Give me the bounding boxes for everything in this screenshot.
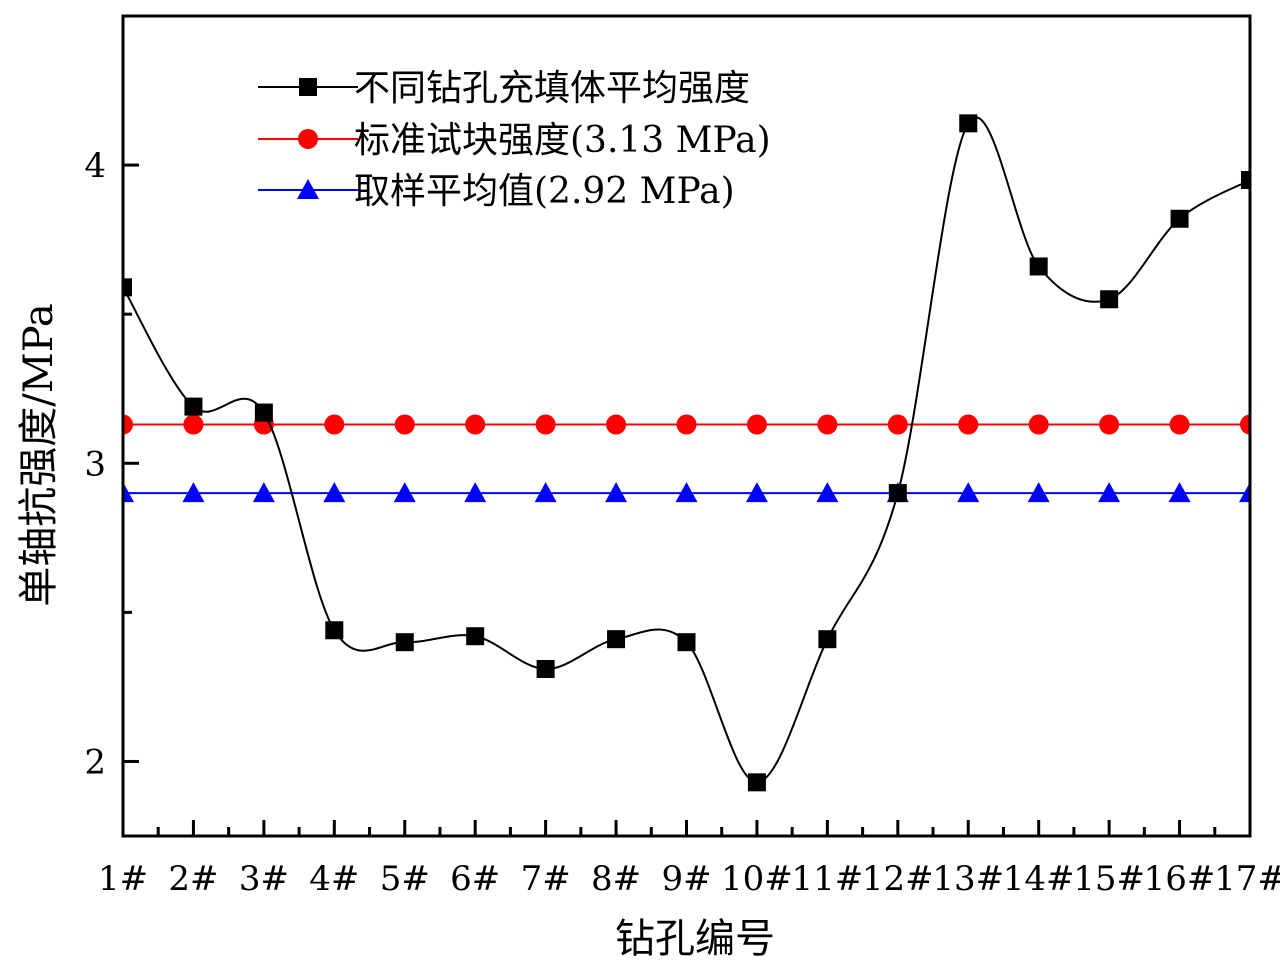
y-tick-label: 4 — [84, 146, 106, 186]
series-2-point-15 — [1099, 414, 1120, 435]
y-tick-label: 3 — [84, 444, 106, 484]
x-tick-label: 12# — [862, 859, 934, 899]
x-tick-label: 16# — [1144, 859, 1216, 899]
legend-label-2: 标准试块强度(3.13 MPa) — [354, 120, 771, 161]
series-1-point-4 — [325, 621, 344, 640]
series-1-point-12 — [888, 484, 907, 503]
series-1-point-3 — [254, 403, 273, 422]
y-tick-label: 2 — [84, 742, 106, 782]
series-1-point-14 — [1029, 257, 1048, 276]
series-1-line — [123, 116, 1250, 784]
series-1-point-17 — [1241, 171, 1250, 189]
plot-layer — [123, 114, 1250, 792]
series-2-point-8 — [606, 414, 627, 435]
series-2 — [123, 414, 1250, 435]
series-2-point-6 — [465, 414, 486, 435]
x-tick-label: 6# — [450, 859, 500, 899]
series-3-point-13 — [957, 482, 980, 503]
series-3-point-3 — [252, 482, 275, 503]
series-3-point-4 — [323, 482, 346, 503]
x-tick-label: 8# — [591, 859, 641, 899]
series-2-point-16 — [1169, 414, 1190, 435]
legend-item-2: 标准试块强度(3.13 MPa) — [258, 120, 771, 161]
series-1-point-10 — [747, 773, 766, 792]
x-tick-label: 9# — [661, 859, 711, 899]
series-1-point-8 — [607, 630, 626, 649]
legend-marker-1 — [299, 78, 317, 96]
series-3-point-2 — [182, 482, 205, 503]
series-1-point-9 — [677, 633, 696, 652]
series-3-point-7 — [534, 482, 557, 503]
series-1-point-13 — [959, 114, 978, 133]
series-3-point-11 — [816, 482, 839, 503]
series-2-point-4 — [324, 414, 345, 435]
axes-layer: 1# 2# 3# 4# 5# 6# 7# 8# 9# 10#11#12#13#14#15#16#1… — [84, 14, 1280, 899]
x-tick-label: 14# — [1003, 859, 1075, 899]
series-3-point-15 — [1098, 482, 1121, 503]
series-3-point-16 — [1168, 482, 1191, 503]
series-2-point-11 — [817, 414, 838, 435]
x-tick-label: 10# — [721, 859, 793, 899]
series-2-point-7 — [535, 414, 556, 435]
x-tick-label: 1# — [98, 859, 148, 899]
x-tick-label: 11# — [791, 859, 863, 899]
series-2-point-17 — [1240, 414, 1250, 435]
legend-label-1: 不同钻孔充填体平均强度 — [354, 68, 750, 109]
series-1-point-5 — [395, 633, 414, 652]
series-2-point-2 — [183, 414, 204, 435]
series-2-point-5 — [394, 414, 415, 435]
series-1-point-7 — [536, 660, 555, 679]
x-tick-label: 15# — [1073, 859, 1145, 899]
series-1-point-16 — [1170, 209, 1189, 228]
x-axis-title: 钻孔编号 — [615, 916, 775, 962]
series-3 — [123, 482, 1250, 503]
series-3-point-6 — [464, 482, 487, 503]
series-1-point-11 — [818, 630, 837, 649]
legend-marker-2 — [298, 129, 318, 149]
series-2-point-12 — [887, 414, 908, 435]
series-3-point-9 — [675, 482, 698, 503]
series-1-point-2 — [184, 397, 203, 416]
x-tick-label: 7# — [521, 859, 571, 899]
series-3-point-5 — [393, 482, 416, 503]
x-tick-label: 3# — [239, 859, 289, 899]
x-tick-label: 2# — [168, 859, 218, 899]
x-tick-label: 4# — [309, 859, 359, 899]
legend-label-3: 取样平均值(2.92 MPa) — [354, 171, 735, 212]
series-2-point-14 — [1028, 414, 1049, 435]
x-tick-label: 13# — [932, 859, 1004, 899]
legend-item-3: 取样平均值(2.92 MPa) — [258, 171, 735, 212]
legend-marker-3 — [297, 179, 319, 199]
series-2-point-10 — [746, 414, 767, 435]
series-2-point-9 — [676, 414, 697, 435]
series-3-point-17 — [1239, 482, 1250, 503]
legend-item-1: 不同钻孔充填体平均强度 — [258, 68, 750, 109]
series-3-point-1 — [123, 482, 134, 503]
y-axis-title: 单轴抗强度/MPa — [16, 303, 62, 606]
series-3-point-14 — [1027, 482, 1050, 503]
x-tick-label: 5# — [380, 859, 430, 899]
series-1-point-1 — [123, 278, 132, 297]
series-2-point-1 — [123, 414, 133, 435]
series-2-point-13 — [958, 414, 979, 435]
series-3-point-8 — [605, 482, 628, 503]
series-1-point-15 — [1100, 290, 1119, 309]
series-3-point-10 — [745, 482, 768, 503]
series-1-point-6 — [466, 627, 485, 646]
series-1 — [123, 114, 1250, 792]
x-tick-label: 17# — [1214, 859, 1280, 899]
